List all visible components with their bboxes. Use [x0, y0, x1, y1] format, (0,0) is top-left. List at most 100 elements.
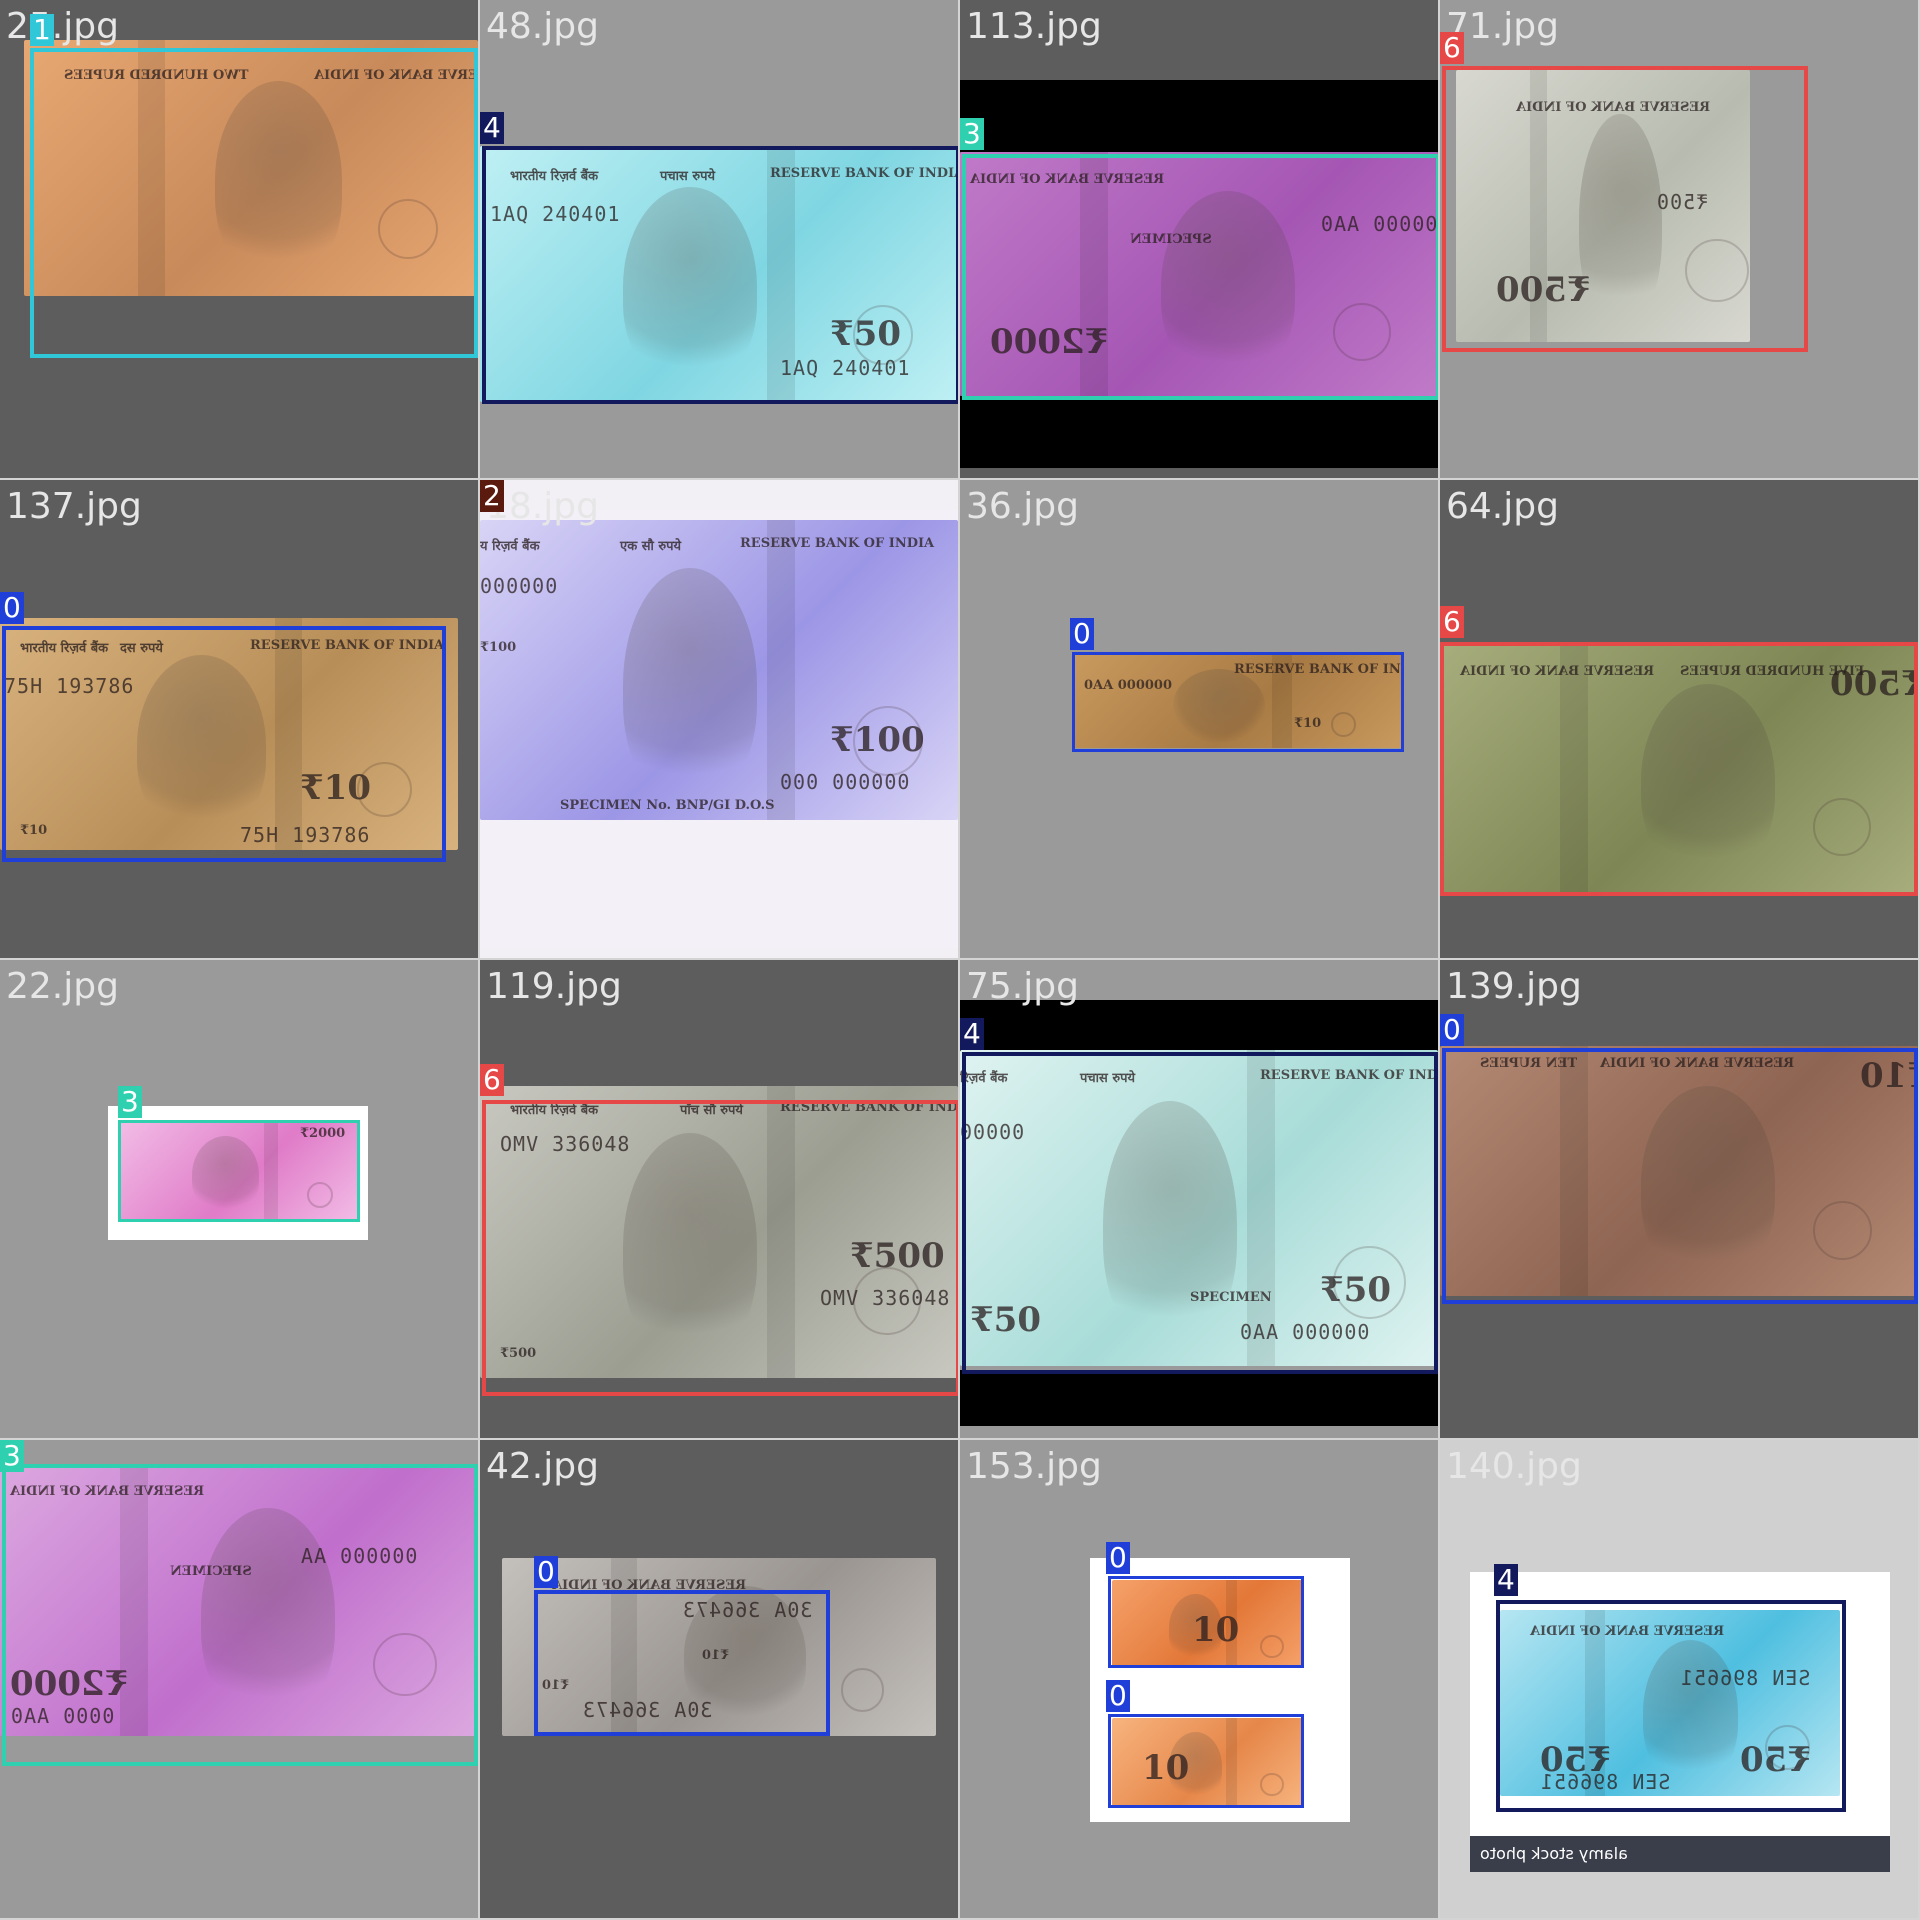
note-text: SPECIMEN No. BNP/GI D.O.S [560, 798, 775, 813]
class-label-tag: 4 [1494, 1564, 1518, 1596]
note-text: ₹10 [20, 823, 48, 838]
banknote: भारतीय रिज़र्व बैंक पाँच सौ रुपये RESERVE … [480, 1086, 958, 1378]
portrait-figure [1579, 113, 1662, 326]
note-text: रिज़र्व बैंक [960, 1071, 1008, 1086]
note-text: ₹10 [1294, 716, 1322, 731]
note-text: पाँच सौ रुपये [680, 1103, 743, 1118]
detection-box [962, 1052, 1438, 1374]
letterbox-bar [960, 80, 1438, 152]
tile-filename: 18.jpg [486, 486, 599, 527]
note-text: एक सौ रुपये [620, 539, 682, 554]
security-strip [1226, 1718, 1238, 1806]
emblem-mark [852, 1267, 922, 1336]
banknote: RESERVE BANK OF INDIA 000000 AA SPECIMEN ₹2… [0, 1464, 478, 1736]
portrait-figure [684, 1586, 806, 1726]
emblem-mark [852, 304, 914, 366]
banknote: य रिज़र्व बैंक एक सौ रुपये RESERVE BANK OF… [480, 520, 958, 820]
mosaic-tile: भारतीय रिज़र्व बैंक दस रुपये RESERVE BANK … [0, 480, 478, 958]
mosaic-tile: RESERVE BANK OF INDIA 000000 AA SPECIMEN ₹2… [0, 1440, 478, 1918]
security-strip [1585, 1610, 1606, 1796]
tile-filename: 153.jpg [966, 1446, 1102, 1487]
emblem-mark [1260, 1634, 1284, 1658]
class-label-tag: 1 [30, 14, 54, 46]
mosaic-tile: RESERVE BANK OF INDIA 30A 366473 ₹10 ₹10 30A… [480, 1440, 958, 1918]
note-text: भारतीय रिज़र्व बैंक [510, 169, 599, 184]
detection-box [2, 626, 446, 862]
mosaic-tile: RESERVE BANK OF INDIA 0AA 000000 ₹10 36.jpg… [960, 480, 1438, 958]
portrait-figure [200, 1507, 335, 1720]
note-text: OMV 336048 [820, 1286, 951, 1310]
mosaic-tile: RESERVE BANK OF INDIA 000000 AA0 SPECIMEN ₹… [960, 0, 1438, 478]
note-text: 10 [1192, 1610, 1240, 1650]
detection-box [1072, 652, 1404, 752]
portrait-figure [1640, 683, 1775, 878]
portrait-figure [623, 1132, 758, 1361]
security-strip [1559, 1046, 1589, 1296]
detection-box [118, 1120, 360, 1222]
class-label-tag: 4 [480, 112, 504, 144]
emblem-mark [307, 1182, 334, 1208]
emblem-mark [378, 198, 439, 260]
security-strip [1559, 644, 1589, 892]
emblem-mark [1812, 1201, 1872, 1260]
detection-box [482, 1100, 958, 1396]
security-strip [1079, 152, 1109, 396]
tile-filename: 42.jpg [486, 1446, 599, 1487]
tile-filename: 36.jpg [966, 486, 1079, 527]
note-text: ₹10 [300, 768, 371, 808]
note-text: ₹2000 [300, 1126, 346, 1141]
banknote: भारतीय रिज़र्व बैंक दस रुपये RESERVE BANK … [0, 618, 458, 850]
banknote: 10 [1112, 1580, 1302, 1668]
banknote: भारतीय रिज़र्व बैंक पचास रुपये RESERVE BAN… [480, 146, 958, 402]
note-text: RESERVE BANK OF INDIA [740, 536, 935, 551]
tile-filename: 64.jpg [1446, 486, 1559, 527]
note-text: 1AQ 240401 [780, 356, 911, 380]
letterbox-bar [960, 396, 1438, 468]
emblem-mark [852, 706, 923, 776]
portrait-figure [623, 568, 758, 802]
mosaic-tile: TWO HUNDRED RUPEESRESERVE BANK OF INDIA2… [0, 0, 478, 478]
note-text: भारतीय रिज़र्व बैंक [20, 641, 109, 656]
detection-box [534, 1590, 830, 1736]
note-text: 1AQ 240401 [490, 202, 621, 226]
class-label-tag: 6 [1440, 606, 1464, 638]
mosaic-tile: भारतीय रिज़र्व बैंक पाँच सौ रुपये RESERVE … [480, 960, 958, 1438]
class-label-tag: 4 [960, 1018, 984, 1050]
tile-filename: 140.jpg [1446, 1446, 1582, 1487]
class-label-tag: 3 [0, 1440, 24, 1472]
emblem-mark [1685, 238, 1750, 303]
tile-filename: 139.jpg [1446, 966, 1582, 1007]
note-text: 00000 [960, 1120, 1026, 1144]
tile-filename: 75.jpg [966, 966, 1079, 1007]
security-strip [119, 1464, 149, 1736]
portrait-figure [1640, 1086, 1775, 1281]
tile-filename: 71.jpg [1446, 6, 1559, 47]
note-text: 0AA 000000 [1084, 678, 1173, 693]
security-strip [264, 1120, 279, 1220]
class-label-tag: 0 [1106, 1680, 1130, 1712]
class-label-tag: 0 [0, 592, 24, 624]
banknote: RESERVE BANK OF INDIA FIVE HUNDRED RUPEES… [1440, 644, 1918, 892]
portrait-figure [192, 1136, 260, 1214]
detection-box [1442, 1048, 1918, 1304]
tile-filename: 25.jpg [6, 6, 119, 47]
portrait-figure [1173, 669, 1266, 743]
class-label-tag: 6 [1440, 32, 1464, 64]
detection-box [1442, 66, 1808, 352]
detection-box [2, 1464, 478, 1766]
note-text: दस रुपये [120, 641, 163, 656]
note-text: OMV 336048 [500, 1132, 631, 1156]
mosaic-tile: भारतीय रिज़र्व बैंक पचास रुपये RESERVE BAN… [480, 0, 958, 478]
note-text: RESERVE BANK OF INDIA [250, 638, 445, 653]
emblem-mark [1812, 797, 1872, 857]
note-text: 75H 193786 [4, 674, 135, 698]
portrait-figure [214, 80, 342, 281]
emblem-mark [357, 761, 413, 817]
security-strip [766, 146, 796, 402]
note-text: 000 000000 [780, 770, 911, 794]
portrait-figure [623, 186, 758, 387]
banknote: रिज़र्व बैंक पचास रुपये RESERVE BANK OF IN… [960, 1050, 1438, 1366]
mosaic-tile: RESERVE BANK OF INDIA FIVE HUNDRED RUPEES… [1440, 480, 1918, 958]
tile-filename: 137.jpg [6, 486, 142, 527]
